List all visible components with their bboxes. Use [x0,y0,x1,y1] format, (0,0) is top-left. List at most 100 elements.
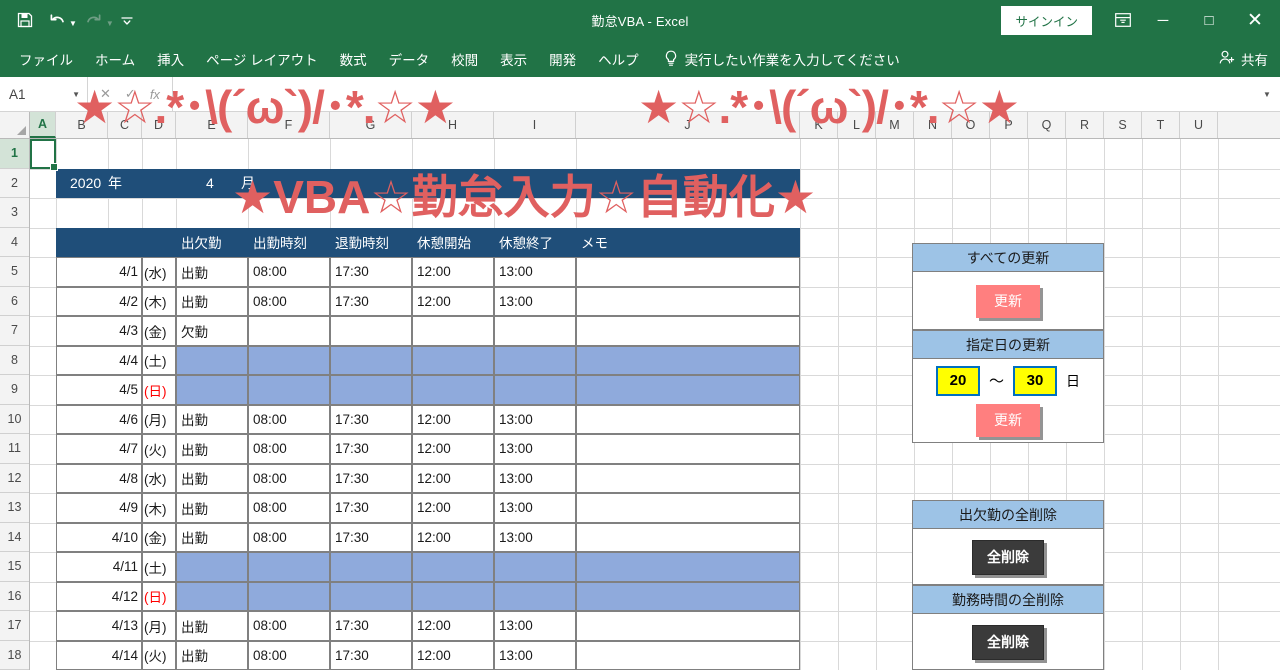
table-cell-memo[interactable] [576,581,800,611]
table-cell-break-end[interactable] [494,316,576,346]
table-cell-status[interactable]: 出勤 [176,611,248,641]
table-cell-clock-in[interactable] [248,581,330,611]
table-cell-date[interactable]: 4/3 [56,316,142,346]
table-cell-date[interactable]: 4/8 [56,463,142,493]
table-cell-clock-in[interactable] [248,552,330,582]
table-cell-date[interactable]: 4/12 [56,581,142,611]
table-cell-memo[interactable] [576,286,800,316]
insert-function-icon[interactable]: fx [149,86,160,102]
table-cell-clock-out[interactable]: 17:30 [330,522,412,552]
column-header-R[interactable]: R [1066,112,1104,138]
table-cell-day-of-week[interactable]: (日) [142,581,176,611]
share-button[interactable]: 共有 [1219,49,1268,69]
table-cell-status[interactable]: 欠勤 [176,316,248,346]
customize-quick-access-icon[interactable] [116,6,138,34]
table-cell-break-start[interactable]: 12:00 [412,640,494,670]
column-header-M[interactable]: M [876,112,914,138]
table-cell-clock-in[interactable]: 08:00 [248,257,330,287]
column-header-G[interactable]: G [330,112,412,138]
update-all-button[interactable]: 更新 [976,284,1040,318]
table-header-clock-out[interactable]: 退勤時刻 [330,227,412,257]
table-header-date[interactable] [56,227,142,257]
table-cell-status[interactable]: 出勤 [176,434,248,464]
tab-help[interactable]: ヘルプ [598,52,639,68]
table-cell-break-end[interactable]: 13:00 [494,640,576,670]
tab-developer[interactable]: 開発 [549,52,577,68]
tab-review[interactable]: 校閲 [451,52,479,68]
table-cell-break-end[interactable]: 13:00 [494,257,576,287]
column-header-F[interactable]: F [248,112,330,138]
table-cell-clock-out[interactable] [330,581,412,611]
row-header-3[interactable]: 3 [0,198,29,228]
row-header-15[interactable]: 15 [0,552,29,582]
table-cell-clock-in[interactable] [248,345,330,375]
table-cell-break-end[interactable] [494,581,576,611]
table-cell-clock-in[interactable]: 08:00 [248,522,330,552]
table-cell-day-of-week[interactable]: (土) [142,345,176,375]
table-header-break-end[interactable]: 休憩終了 [494,227,576,257]
table-cell-clock-out[interactable]: 17:30 [330,257,412,287]
table-cell-break-end[interactable]: 13:00 [494,463,576,493]
table-cell-break-end[interactable] [494,552,576,582]
row-header-18[interactable]: 18 [0,640,29,670]
table-cell-clock-in[interactable]: 08:00 [248,286,330,316]
table-cell-clock-out[interactable]: 17:30 [330,493,412,523]
column-header-D[interactable]: D [142,112,176,138]
row-header-2[interactable]: 2 [0,168,29,198]
tab-data[interactable]: データ [388,52,430,68]
table-cell-date[interactable]: 4/6 [56,404,142,434]
undo-dropdown-caret[interactable]: ▼ [69,18,77,28]
tab-formulas[interactable]: 数式 [339,52,367,68]
table-cell-clock-in[interactable]: 08:00 [248,611,330,641]
table-cell-break-end[interactable]: 13:00 [494,434,576,464]
table-cell-date[interactable]: 4/11 [56,552,142,582]
formula-input[interactable] [173,77,1254,111]
table-cell-break-start[interactable] [412,316,494,346]
minimize-button[interactable]: ─ [1157,11,1169,29]
close-button[interactable]: ✕ [1247,9,1263,31]
table-cell-memo[interactable] [576,345,800,375]
row-header-6[interactable]: 6 [0,286,29,316]
column-header-H[interactable]: H [412,112,494,138]
table-cell-clock-out[interactable]: 17:30 [330,640,412,670]
column-header-P[interactable]: P [990,112,1028,138]
table-cell-day-of-week[interactable]: (火) [142,434,176,464]
table-cell-clock-out[interactable] [330,316,412,346]
row-header-13[interactable]: 13 [0,493,29,523]
row-header-1[interactable]: 1 [0,139,29,169]
column-header-E[interactable]: E [176,112,248,138]
table-cell-clock-out[interactable]: 17:30 [330,404,412,434]
row-header-12[interactable]: 12 [0,463,29,493]
table-cell-memo[interactable] [576,257,800,287]
table-cell-day-of-week[interactable]: (金) [142,522,176,552]
table-cell-break-end[interactable] [494,345,576,375]
table-cell-status[interactable]: 出勤 [176,493,248,523]
table-cell-break-start[interactable] [412,581,494,611]
table-cell-clock-out[interactable] [330,345,412,375]
tell-me-search[interactable]: 実行したい作業を入力してください [664,49,900,69]
table-cell-status[interactable] [176,552,248,582]
table-cell-day-of-week[interactable]: (土) [142,552,176,582]
table-cell-break-start[interactable]: 12:00 [412,404,494,434]
row-header-17[interactable]: 17 [0,611,29,641]
table-cell-date[interactable]: 4/10 [56,522,142,552]
column-header-C[interactable]: C [108,112,142,138]
table-cell-break-start[interactable] [412,375,494,405]
update-range-button[interactable]: 更新 [976,403,1040,437]
table-header-dow[interactable] [142,227,176,257]
table-cell-date[interactable]: 4/1 [56,257,142,287]
cancel-formula-icon[interactable]: ✕ [100,86,111,101]
column-header-K[interactable]: K [800,112,838,138]
table-cell-day-of-week[interactable]: (木) [142,286,176,316]
table-cell-day-of-week[interactable]: (木) [142,493,176,523]
table-cell-clock-out[interactable] [330,375,412,405]
table-cell-memo[interactable] [576,404,800,434]
table-cell-date[interactable]: 4/5 [56,375,142,405]
table-cell-memo[interactable] [576,493,800,523]
clear-times-button[interactable]: 全削除 [972,624,1044,660]
table-cell-break-end[interactable]: 13:00 [494,522,576,552]
table-cell-clock-out[interactable]: 17:30 [330,434,412,464]
table-header-status[interactable]: 出欠勤 [176,227,248,257]
row-header-11[interactable]: 11 [0,434,29,464]
column-header-A[interactable]: A [30,112,56,138]
